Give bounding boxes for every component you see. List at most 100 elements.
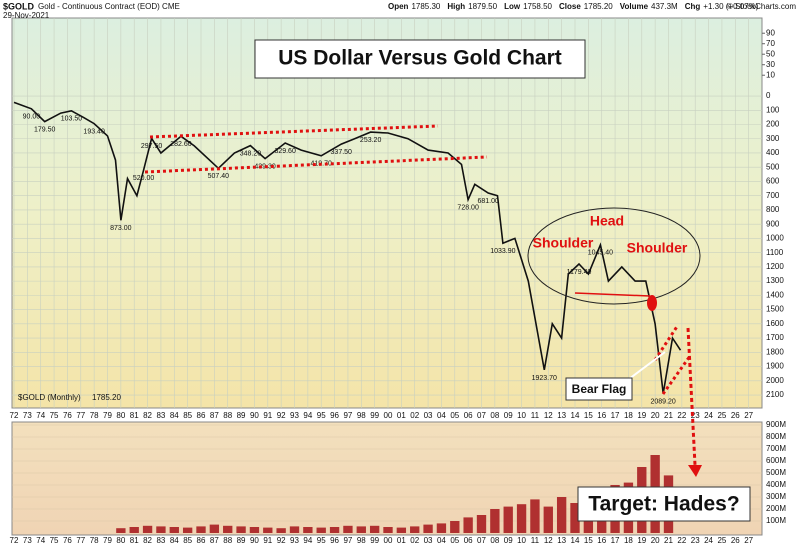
x-tick-label: 01 — [397, 411, 406, 420]
volume-bar — [463, 517, 473, 533]
x-tick-label: 88 — [223, 411, 232, 420]
x-tick-label: 75 — [50, 536, 59, 545]
y-tick-label: 1800 — [766, 347, 784, 356]
stat-label: Low — [504, 2, 521, 11]
data-label: 2089.20 — [651, 398, 676, 405]
x-tick-label: 83 — [156, 411, 165, 420]
grid: 72 72 73 73 74 74 75 75 76 76 77 77 78 78 79 79 80 80 81 81… — [10, 18, 786, 545]
data-label: 1179.40 — [567, 269, 592, 276]
x-tick-label: 27 — [744, 411, 753, 420]
x-tick-label: 95 — [317, 536, 326, 545]
x-tick-label: 82 — [143, 411, 152, 420]
data-label: 681.00 — [477, 198, 499, 205]
y-tick-label: 0 — [766, 91, 771, 100]
data-label: 507.40 — [208, 173, 230, 180]
y-tick-label: 2000 — [766, 376, 784, 385]
stat-value: 1785.30 — [411, 2, 440, 11]
y-tick-label: 600M — [766, 456, 786, 465]
x-tick-label: 91 — [263, 536, 272, 545]
x-tick-label: 05 — [450, 536, 459, 545]
legend-value: 1785.20 — [92, 393, 121, 402]
x-tick-label: 21 — [664, 411, 673, 420]
x-tick-label: 81 — [130, 411, 139, 420]
x-tick-label: 03 — [424, 536, 433, 545]
x-tick-label: 17 — [611, 411, 620, 420]
x-tick-label: 18 — [624, 536, 633, 545]
x-tick-label: 05 — [450, 411, 459, 420]
data-label: 329.60 — [274, 148, 296, 155]
instrument-name: Gold - Continuous Contract (EOD) CME — [38, 2, 180, 11]
data-label: 520.00 — [133, 175, 155, 182]
x-tick-label: 10 — [517, 411, 526, 420]
volume-bar — [196, 526, 206, 533]
x-tick-label: 72 — [10, 536, 19, 545]
x-tick-label: 14 — [571, 536, 580, 545]
x-tick-label: 10 — [517, 536, 526, 545]
x-tick-label: 84 — [170, 411, 179, 420]
stats: Open 1785.30 High 1879.50 Low 1758.50 Close 178… — [388, 2, 759, 11]
x-tick-label: 19 — [637, 536, 646, 545]
volume-bar — [236, 526, 246, 533]
x-tick-label: 26 — [731, 536, 740, 545]
stat-value: 1758.50 — [523, 2, 552, 11]
y-tick-label: 800 — [766, 205, 780, 214]
volume-bar — [436, 523, 447, 533]
x-tick-label: 80 — [116, 536, 125, 545]
x-tick-label: 11 — [531, 411, 540, 420]
y-tick-label: 100M — [766, 516, 786, 525]
x-tick-label: 02 — [410, 411, 419, 420]
stat-label: High — [447, 2, 465, 11]
x-tick-label: 89 — [237, 411, 246, 420]
y-tick-label: 1700 — [766, 333, 784, 342]
volume-bar — [516, 504, 527, 533]
x-tick-label: 97 — [343, 536, 352, 545]
y-tick-label: 1900 — [766, 362, 784, 371]
stat-value: 437.3M — [651, 2, 678, 11]
x-tick-label: 89 — [237, 536, 246, 545]
x-tick-label: 23 — [691, 536, 700, 545]
y-tick-label: 900 — [766, 219, 780, 228]
symbol: $GOLD — [3, 1, 35, 11]
x-tick-label: 99 — [370, 536, 379, 545]
x-tick-label: 03 — [424, 411, 433, 420]
flag-pointer — [624, 351, 666, 383]
x-tick-label: 18 — [624, 411, 633, 420]
arrow-head — [688, 465, 702, 477]
stat-label: Chg — [685, 2, 701, 11]
x-tick-label: 86 — [197, 411, 206, 420]
x-tick-label: 25 — [717, 536, 726, 545]
volume-bar — [169, 527, 179, 533]
x-tick-label: 76 — [63, 536, 72, 545]
stat-value: 1785.20 — [584, 2, 613, 11]
volume-bar — [276, 528, 286, 533]
data-label: 1923.70 — [532, 375, 557, 382]
x-tick-label: 19 — [637, 411, 646, 420]
y-tick-label: 1600 — [766, 319, 784, 328]
stat-value: 1879.50 — [468, 2, 497, 11]
x-tick-label: 04 — [437, 411, 446, 420]
volume-bar — [223, 525, 233, 533]
x-tick-label: 96 — [330, 411, 339, 420]
x-tick-label: 98 — [357, 536, 366, 545]
y-tick-label: 1400 — [766, 290, 784, 299]
x-tick-label: 76 — [63, 411, 72, 420]
x-tick-label: 75 — [50, 411, 59, 420]
target-arrow — [686, 327, 697, 466]
y-tick-label: 900M — [766, 420, 786, 429]
flag-line — [653, 324, 680, 361]
volume-bar — [182, 527, 193, 533]
x-tick-label: 07 — [477, 411, 486, 420]
data-label: 1033.90 — [490, 248, 515, 255]
annotation: Head — [590, 213, 624, 229]
x-tick-label: 24 — [704, 536, 713, 545]
data-label: 297.50 — [141, 143, 163, 150]
x-tick-label: 85 — [183, 411, 192, 420]
x-tick-label: 93 — [290, 536, 299, 545]
volume-bar — [383, 527, 393, 533]
volume-bar — [369, 525, 380, 533]
x-tick-label: 00 — [384, 411, 393, 420]
volume-bar — [129, 527, 139, 533]
annotation: Shoulder — [533, 235, 594, 251]
x-tick-label: 88 — [223, 536, 232, 545]
